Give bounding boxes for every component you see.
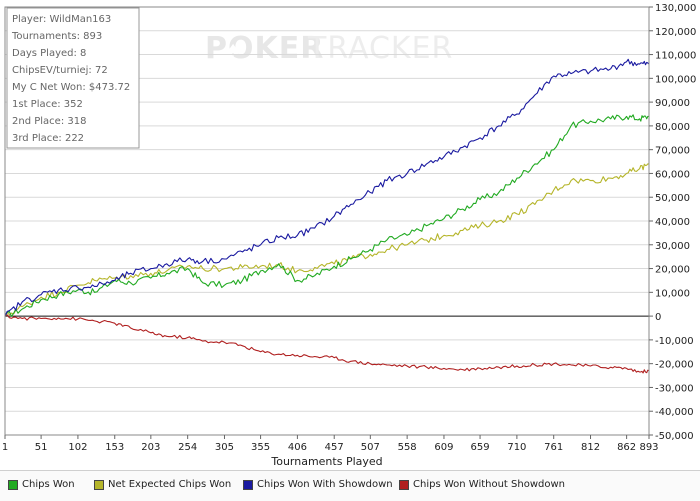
y-tick-label: 80,000: [655, 122, 690, 133]
legend-item-net-expected[interactable]: Net Expected Chips Won: [94, 479, 231, 490]
legend-swatch-net-expected: [94, 479, 104, 490]
y-tick-label: -20,000: [655, 360, 694, 371]
y-tick-label: 30,000: [655, 241, 690, 252]
x-tick-label: 862: [617, 442, 636, 453]
stat-line: ChipsEV/turniej: 72: [12, 65, 108, 76]
legend-swatch-without-showdown: [399, 479, 409, 490]
x-tick-label: 406: [288, 442, 307, 453]
x-tick-label: 102: [68, 442, 87, 453]
series-line-chips-won-with-showdown: [4, 58, 650, 317]
x-tick-label: 203: [141, 442, 160, 453]
legend-swatch-with-showdown: [243, 479, 253, 490]
legend-label-chips-won: Chips Won: [22, 479, 75, 490]
y-tick-label: 90,000: [655, 98, 690, 109]
x-tick-label: 457: [325, 442, 344, 453]
y-tick-label: 100,000: [655, 74, 696, 85]
legend-label-net-expected: Net Expected Chips Won: [108, 479, 232, 490]
x-tick-label: 710: [507, 442, 526, 453]
y-tick-label: 120,000: [655, 27, 696, 38]
y-tick-label: -30,000: [655, 383, 694, 394]
stat-line: 1st Place: 352: [12, 99, 83, 110]
y-tick-label: 0: [655, 312, 661, 323]
x-tick-label: 659: [471, 442, 490, 453]
x-tick-label: 558: [398, 442, 417, 453]
series-line-chips-won-without-showdown: [4, 314, 650, 374]
watermark-bold: POKER: [205, 31, 324, 66]
watermark: POKER TRACKER ♠: [205, 31, 453, 66]
stat-line: 2nd Place: 318: [12, 116, 86, 127]
x-tick-label: 507: [361, 442, 380, 453]
y-tick-label: 50,000: [655, 193, 690, 204]
legend-item-with-showdown[interactable]: Chips Won With Showdown: [243, 479, 393, 490]
legend-item-chips-won[interactable]: Chips Won: [8, 479, 75, 490]
y-axis-ticks: 130,000 120,000 110,000 100,000 90,000 80,000…: [649, 3, 696, 442]
y-tick-label: 130,000: [655, 3, 696, 14]
watermark-light: TRACKER: [307, 31, 453, 66]
legend-label-without-showdown: Chips Won Without Showdown: [413, 479, 565, 490]
x-tick-label: 1: [2, 442, 8, 453]
x-axis-title: Tournaments Played: [270, 455, 382, 468]
y-tick-label: 20,000: [655, 265, 690, 276]
y-tick-label: 70,000: [655, 146, 690, 157]
stat-line: Tournaments: 893: [11, 31, 102, 42]
y-tick-label: -40,000: [655, 407, 694, 418]
stat-line: Player: WildMan163: [12, 14, 111, 25]
stat-line: 3rd Place: 222: [12, 133, 84, 144]
spade-icon: ♠: [225, 41, 241, 62]
stats-box-frame: [6, 7, 140, 149]
x-tick-label: 812: [581, 442, 600, 453]
x-tick-label: 51: [35, 442, 48, 453]
stats-box: Player: WildMan163 Tournaments: 893 Days P…: [6, 7, 140, 149]
x-tick-label: 893: [639, 442, 658, 453]
stat-line: Days Played: 8: [12, 48, 86, 59]
y-tick-label: -10,000: [655, 336, 694, 347]
series-layer: [4, 58, 650, 374]
x-tick-label: 355: [251, 442, 270, 453]
x-tick-label: 609: [434, 442, 453, 453]
y-tick-label: 110,000: [655, 51, 696, 62]
stats-lines: Player: WildMan163 Tournaments: 893 Days P…: [11, 14, 130, 144]
legend-item-without-showdown[interactable]: Chips Won Without Showdown: [399, 479, 565, 490]
y-tick-label: 10,000: [655, 288, 690, 299]
y-tick-label: -50,000: [655, 431, 694, 442]
legend-swatch-chips-won: [8, 479, 18, 490]
x-tick-label: 305: [215, 442, 234, 453]
stat-line: My C Net Won: $473.72: [12, 82, 130, 93]
chart: POKER TRACKER ♠ 130,000120,000110,000100…: [2, 3, 697, 468]
x-axis-ticks: 1 51 102 153 203 254 305 355 406 457 507 558 609 659 7…: [2, 435, 659, 453]
legend-label-with-showdown: Chips Won With Showdown: [257, 479, 393, 490]
series-line-net-expected-chips-won: [4, 163, 649, 317]
y-tick-label: 40,000: [655, 217, 690, 228]
y-tick-label: 60,000: [655, 169, 690, 180]
x-tick-label: 254: [178, 442, 197, 453]
legend: Chips Won Net Expected Chips Won Chips W…: [0, 470, 700, 501]
x-tick-label: 761: [544, 442, 563, 453]
x-tick-label: 153: [105, 442, 124, 453]
